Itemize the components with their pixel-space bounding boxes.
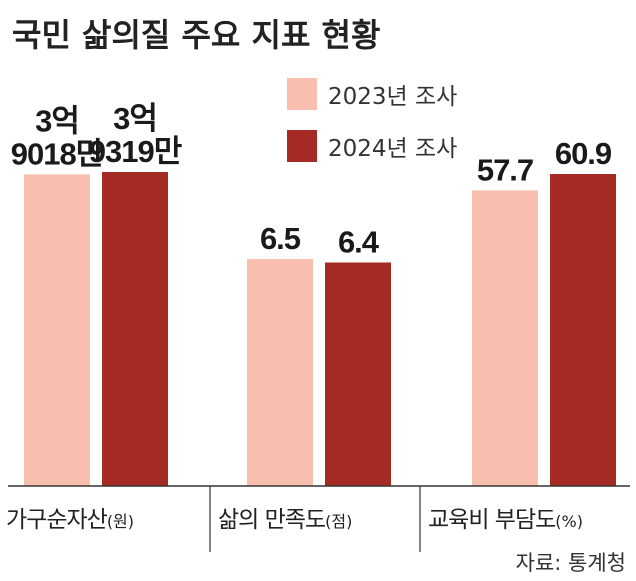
bar-2-0	[472, 190, 538, 486]
category-label-0: 가구순자산(원)	[6, 507, 134, 533]
legend-label-2024: 2024년 조사	[328, 136, 457, 162]
category-label-2: 교육비 부담도(%)	[428, 507, 583, 533]
data-label-0-0-1: 9018만	[11, 136, 104, 171]
data-label-0-1-0: 3억	[113, 101, 157, 136]
data-label-0-0-0: 3억	[35, 103, 79, 138]
bar-2-1	[550, 174, 616, 486]
bar-0-1	[102, 172, 168, 486]
category-name-1: 삶의 만족도	[218, 507, 325, 533]
data-label-2-1-0: 60.9	[555, 136, 612, 171]
bar-1-0	[247, 259, 313, 486]
legend-swatch-2024	[287, 130, 317, 162]
category-unit-0: (원)	[107, 512, 134, 531]
legend: 2023년 조사 2024년 조사	[287, 78, 457, 162]
data-label-0-1-1: 9319만	[89, 134, 182, 169]
category-name-2: 교육비 부담도	[428, 507, 555, 533]
legend-swatch-2023	[287, 78, 317, 110]
data-label-1-0-0: 6.5	[260, 221, 301, 256]
category-label-1: 삶의 만족도(점)	[218, 507, 352, 533]
category-name-0: 가구순자산	[6, 507, 108, 533]
legend-label-2023: 2023년 조사	[328, 84, 457, 110]
data-label-1-1-0: 6.4	[338, 224, 380, 259]
bar-1-1	[325, 262, 391, 486]
category-unit-1: (점)	[325, 512, 352, 531]
source-note: 자료: 통계청	[516, 551, 626, 575]
bar-0-0	[24, 174, 90, 486]
category-unit-2: (%)	[555, 512, 583, 531]
data-label-2-0-0: 57.7	[477, 152, 533, 187]
chart-title: 국민 삶의질 주요 지표 현황	[12, 16, 380, 54]
category-labels: 가구순자산(원) 삶의 만족도(점) 교육비 부담도(%)	[6, 507, 583, 533]
